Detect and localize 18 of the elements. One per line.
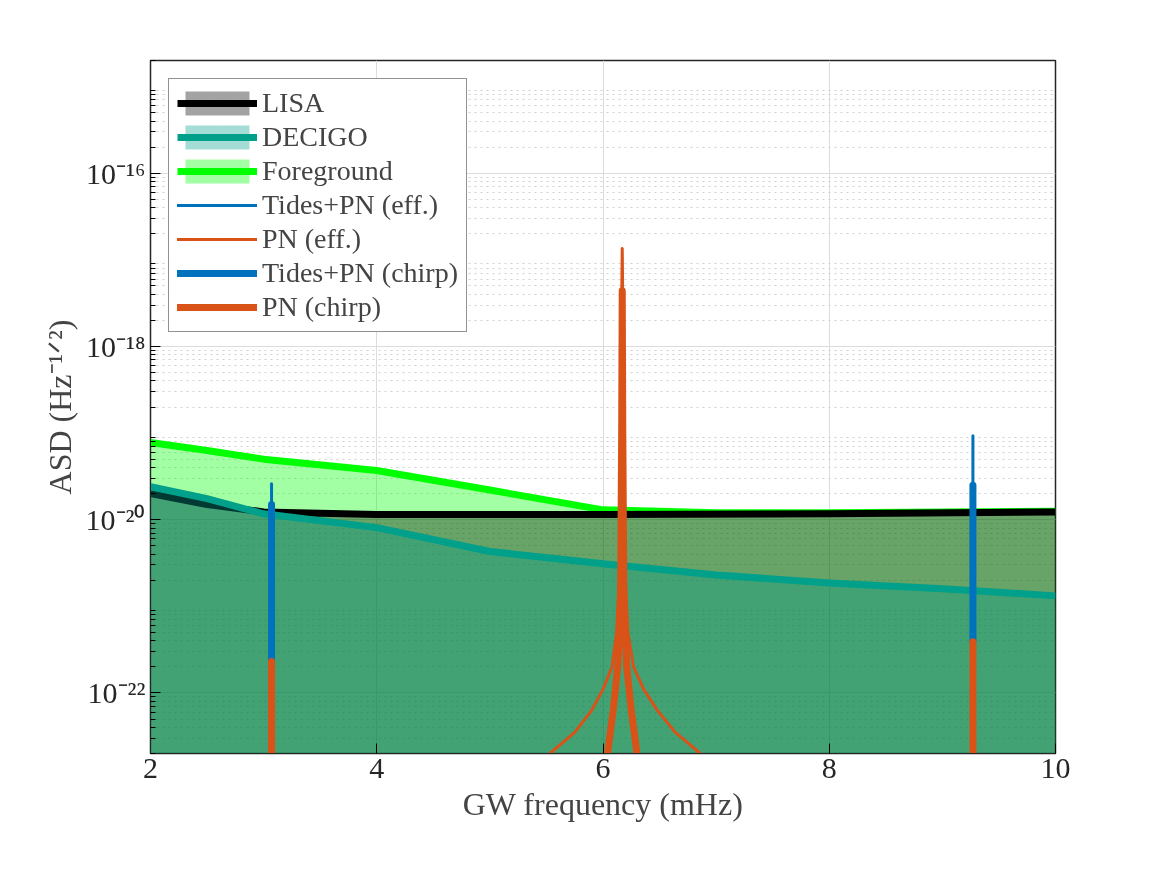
- legend-label: PN (chirp): [262, 291, 381, 323]
- legend-label: PN (eff.): [262, 223, 362, 255]
- x-tick-label: 6: [595, 750, 611, 784]
- x-tick-label: 10: [1040, 750, 1071, 784]
- y-axis-title: ASD (Hz⁻¹ᐟ²): [41, 319, 78, 495]
- x-tick-label: 8: [821, 750, 837, 784]
- x-tick-label: 4: [369, 750, 385, 784]
- y-tick-label: 10⁻¹⁸: [86, 329, 146, 363]
- y-tick-label: 10⁻¹⁶: [86, 156, 146, 190]
- y-tick-label: 10⁻²⁰: [85, 503, 146, 537]
- x-tick-label: 2: [143, 750, 158, 784]
- legend-label: Tides+PN (chirp): [262, 257, 458, 289]
- legend-label: DECIGO: [262, 121, 368, 153]
- legend-label: Tides+PN (eff.): [262, 189, 439, 221]
- legend-label: Foreground: [262, 155, 393, 187]
- y-tick-label: 10⁻²²: [87, 676, 146, 710]
- legend-label: LISA: [262, 87, 325, 119]
- x-axis-title: GW frequency (mHz): [462, 785, 743, 822]
